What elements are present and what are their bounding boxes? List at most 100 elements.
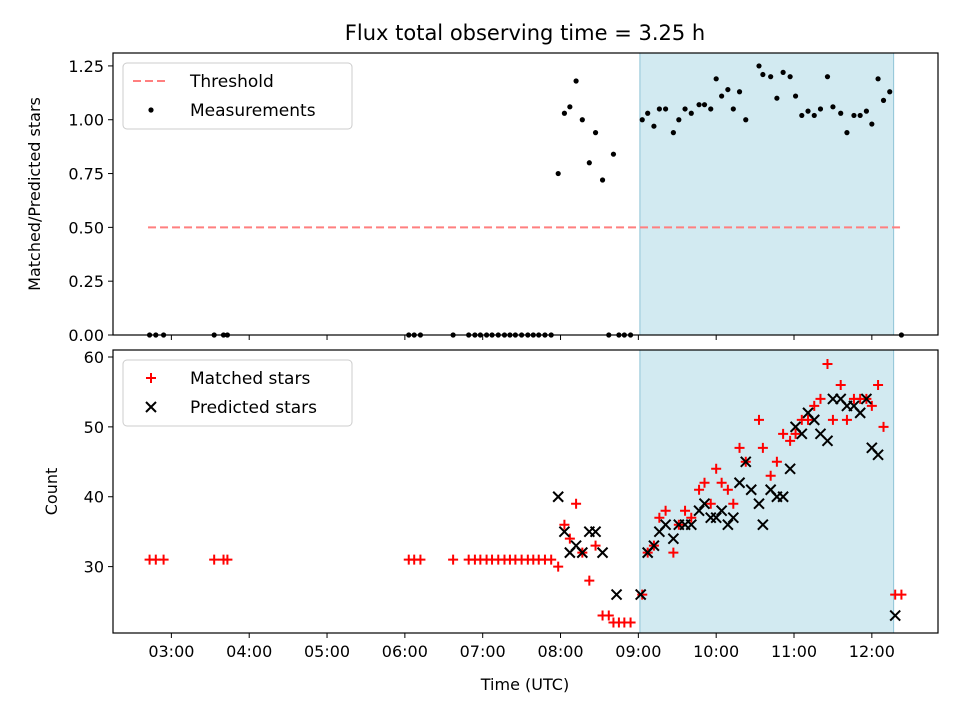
data-point [660, 505, 671, 516]
data-point [589, 525, 602, 538]
data-point [760, 71, 766, 78]
data-point [596, 546, 609, 559]
data-point [559, 519, 570, 530]
data-point [715, 505, 728, 517]
data-point [841, 414, 852, 425]
data-point [719, 93, 725, 99]
data-point [778, 428, 789, 439]
data-point [668, 547, 679, 558]
y-tick-label: 1.00 [68, 111, 104, 130]
y-axis-label: Count [42, 468, 61, 516]
data-point [872, 449, 884, 461]
x-tick-label: 10:00 [693, 642, 739, 661]
data-point [680, 505, 691, 516]
data-point [866, 400, 877, 411]
data-point [757, 442, 768, 453]
data-point [546, 554, 557, 565]
data-point [686, 512, 697, 523]
x-tick-label: 07:00 [460, 642, 506, 661]
data-point [753, 498, 765, 510]
panel-ratio: 0.00 0.25 0.50 0.75 1.00 1.25 Matched/Predicte… [25, 52, 939, 345]
x-tick-label: 06:00 [382, 642, 428, 661]
data-point [863, 108, 869, 114]
data-point [728, 498, 739, 509]
data-point [743, 117, 749, 123]
data-point [716, 477, 727, 488]
data-point [158, 554, 169, 565]
data-point [584, 575, 595, 586]
data-point [701, 102, 708, 108]
data-point [873, 379, 884, 390]
x-tick-label: 05:00 [304, 642, 350, 661]
data-point [670, 130, 676, 136]
legend-label: Predicted stars [190, 398, 317, 418]
data-point [651, 123, 657, 129]
data-point [790, 428, 801, 439]
data-point [844, 130, 850, 136]
data-point [415, 554, 426, 565]
data-point [610, 588, 623, 601]
observing-window-span [639, 349, 895, 634]
x-tick-label: 12:00 [849, 642, 895, 661]
y-tick-label: 60 [84, 348, 104, 367]
data-point [851, 112, 857, 119]
data-point [711, 463, 722, 474]
legend-box [122, 359, 353, 427]
data-point [209, 554, 220, 565]
data-point [645, 110, 651, 116]
y-axis-label: Matched/Predicted stars [25, 97, 44, 291]
data-point [875, 76, 881, 82]
legend-box [122, 62, 353, 130]
data-point [586, 160, 592, 166]
data-point [792, 93, 799, 99]
data-point [667, 532, 680, 545]
data-point [722, 484, 733, 495]
data-point [830, 104, 836, 110]
data-point [822, 358, 833, 369]
data-point [698, 498, 711, 510]
data-point [753, 414, 764, 425]
plot-layer: 0.00 0.25 0.50 0.75 1.00 1.25 Matched/Predicte… [25, 52, 939, 661]
y-tick-label: 50 [84, 418, 104, 437]
data-point [637, 589, 648, 600]
data-point [579, 117, 585, 123]
data-point [815, 393, 826, 404]
data-point [654, 512, 665, 523]
data-point [817, 106, 824, 112]
x-tick-label: 04:00 [226, 642, 272, 661]
data-point [639, 117, 645, 123]
data-point [561, 110, 568, 116]
data-point [662, 106, 669, 112]
y-tick-label: 0.00 [68, 326, 104, 345]
data-point [555, 170, 561, 177]
legend-label: Measurements [190, 101, 316, 121]
legend-label: Matched stars [190, 369, 310, 389]
data-point [757, 518, 769, 531]
y-tick-label: 0.50 [68, 218, 104, 237]
data-point [784, 463, 796, 475]
data-point [736, 89, 743, 95]
data-point [696, 102, 702, 108]
legend: Matched stars Predicted stars [122, 359, 353, 427]
data-point [553, 561, 564, 572]
data-point [448, 554, 459, 565]
y-tick-label: 40 [84, 488, 104, 507]
data-point [857, 112, 863, 119]
data-point [708, 106, 714, 112]
panel-count: 03:00 04:00 05:00 06:00 07:00 08:00 09:00 10:00… [42, 348, 939, 661]
x-axis-label: Time (UTC) [480, 675, 569, 694]
data-point [824, 74, 831, 80]
series-predicted-stars [552, 393, 901, 622]
data-point [887, 89, 893, 95]
x-tick-label: 03:00 [148, 642, 194, 661]
x-tick-label: 08:00 [537, 642, 583, 661]
data-point [745, 484, 757, 496]
data-point [676, 117, 682, 123]
data-point [827, 414, 838, 425]
axes-frame [112, 52, 939, 336]
data-point [571, 498, 582, 509]
x-tick-label: 11:00 [771, 642, 817, 661]
x-tick-label: 09:00 [615, 642, 661, 661]
data-point [777, 491, 789, 503]
data-point [576, 546, 589, 559]
